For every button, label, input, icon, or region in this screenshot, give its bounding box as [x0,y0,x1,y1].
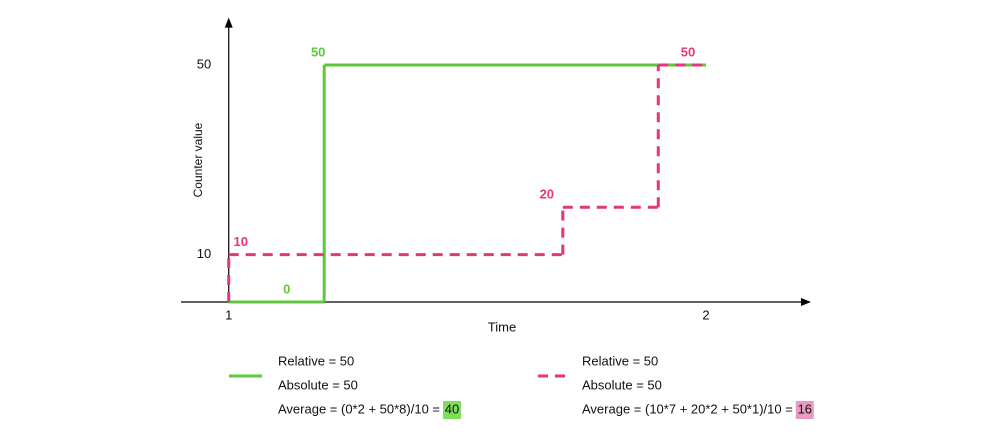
average-highlight [795,401,814,419]
data-label: 50 [311,44,325,59]
data-label: 20 [540,187,554,202]
average-highlight [443,401,462,419]
legend-note: Absolute = 50 [278,377,358,392]
x-tick-label: 1 [225,307,232,322]
legend-note: Relative = 50 [278,353,354,368]
legend-average-label: Average = (10*7 + 20*2 + 50*1)/10 = [582,401,793,416]
legend-average: 40 [445,401,459,416]
y-tick-label: 50 [197,56,211,71]
legend-average: 16 [798,401,812,416]
y-axis-label: Counter value [191,122,205,197]
data-label: 50 [681,44,695,59]
legend-note: Absolute = 50 [582,377,662,392]
data-label: 0 [283,281,290,296]
x-axis-arrow [801,298,811,306]
x-tick-label: 2 [702,307,709,322]
legend-note: Relative = 50 [582,353,658,368]
y-tick-label: 10 [197,246,211,261]
y-axis-arrow [224,17,233,28]
x-axis-label: Time [488,319,516,334]
data-label: 10 [233,234,247,249]
legend-average-label: Average = (0*2 + 50*8)/10 = [278,401,440,416]
